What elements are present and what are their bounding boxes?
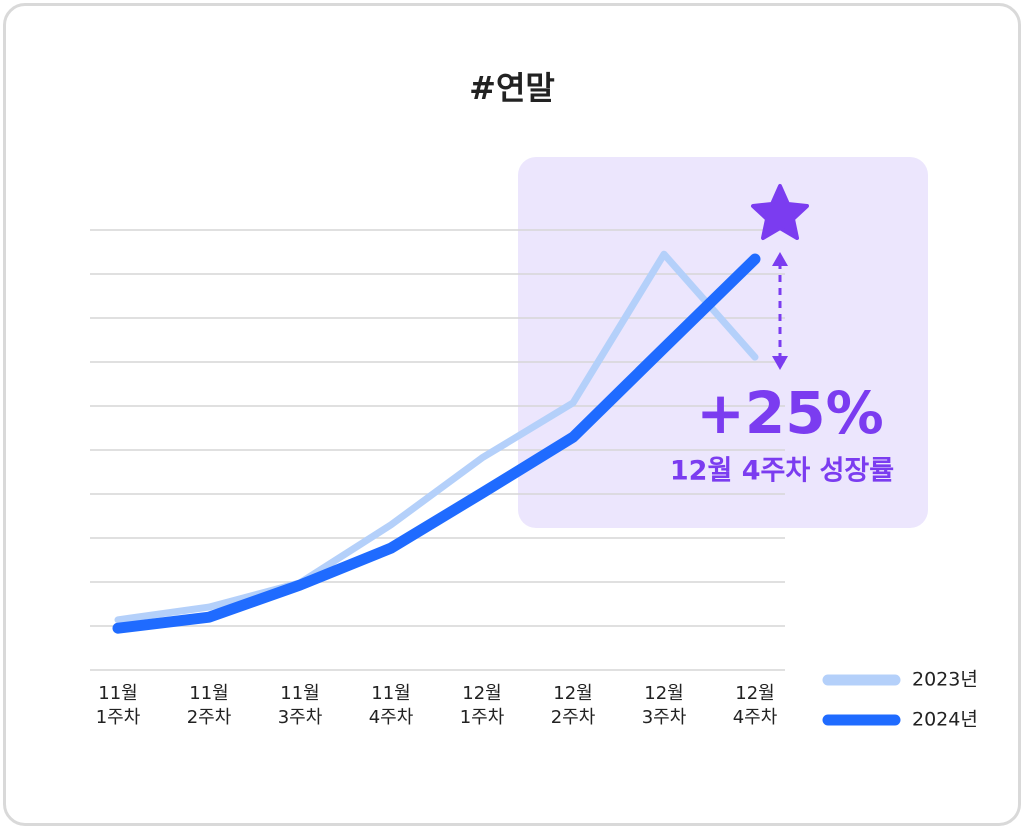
x-tick-label: 12월 3주차 — [641, 683, 687, 728]
x-tick-label: 11월 3주차 — [277, 683, 323, 728]
arrow-heads — [772, 252, 788, 370]
star — [751, 184, 809, 240]
x-tick-label: 11월 2주차 — [186, 683, 232, 728]
growth-label: 12월 4주차 성장률 — [670, 456, 894, 487]
x-tick-label: 11월 4주차 — [368, 683, 414, 728]
legend-label: 2024년 — [912, 709, 978, 731]
x-tick-label: 12월 4주차 — [732, 683, 778, 728]
x-tick-label: 12월 1주차 — [459, 683, 505, 728]
growth-value: +25% — [696, 379, 883, 447]
highlight-box — [518, 157, 928, 528]
series-line — [114, 250, 759, 624]
legend-label: 2023년 — [912, 669, 978, 691]
chart-title: #연말 — [469, 69, 555, 107]
series-line — [112, 253, 761, 634]
x-tick-label: 11월 1주차 — [95, 683, 141, 728]
card — [3, 3, 1021, 826]
x-tick-label: 12월 2주차 — [550, 683, 596, 728]
